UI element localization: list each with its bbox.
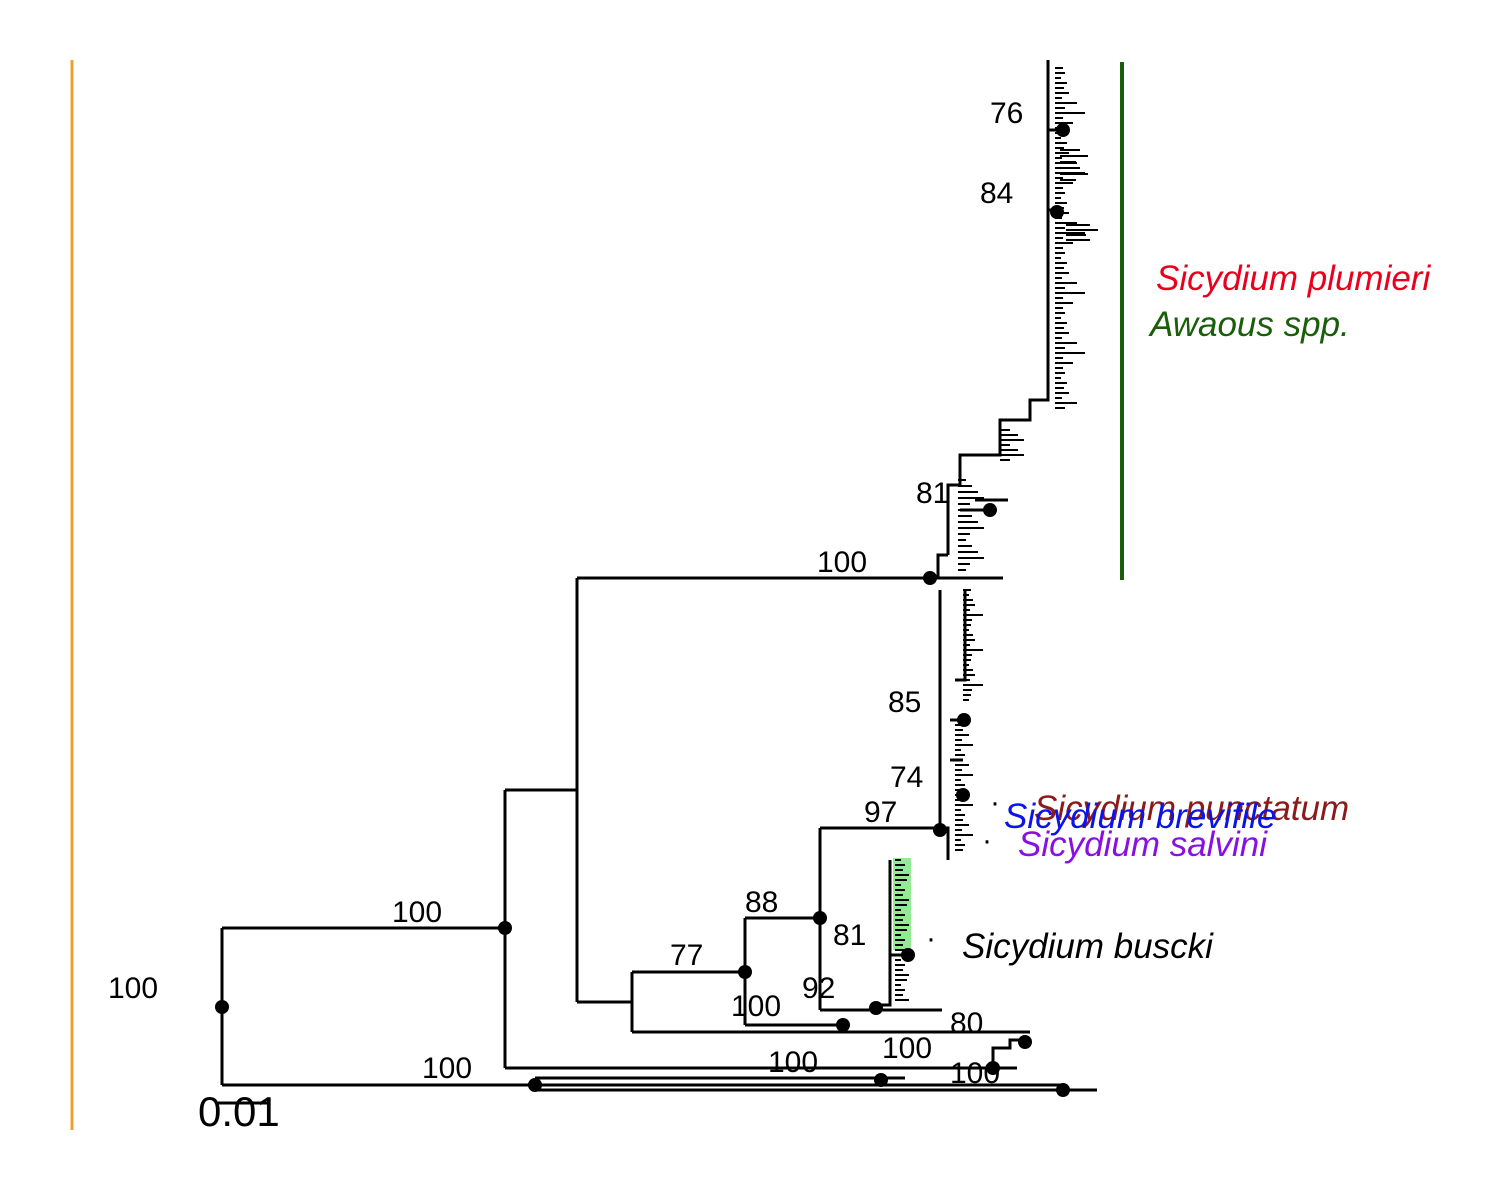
bootstrap-n11: 100	[768, 1046, 818, 1079]
node-dot-n11	[874, 1073, 888, 1087]
node-dot-n5	[813, 911, 827, 925]
buscki-marker-dot: ·	[926, 922, 936, 955]
bootstrap-n12: 100	[882, 1032, 932, 1065]
clade-label-plumieri: Sicydium plumieri	[1156, 259, 1431, 298]
bootstrap-n17: 84	[980, 177, 1013, 210]
bootstrap-n9: 81	[833, 919, 866, 952]
bootstrap-n2: 100	[817, 546, 867, 579]
bootstrap-n3: 100	[422, 1052, 472, 1085]
bootstrap-n13: 100	[950, 1057, 1000, 1090]
salvini-marker-dot: ·	[982, 824, 992, 857]
clade-label-brevifile: Sicydium brevifile	[1004, 797, 1276, 836]
bootstrap-n14: 85	[888, 686, 921, 719]
bootstrap-n16: 81	[916, 477, 949, 510]
bootstrap-n15: 74	[890, 761, 923, 794]
clade-labels: Sicydium plumieri Awaous spp. Sicydium p…	[926, 259, 1431, 966]
clade-label-awaous: Awaous spp.	[1148, 305, 1350, 344]
scale-bar: 0.01	[198, 1088, 280, 1135]
clade-label-buscki: Sicydium buscki	[962, 927, 1214, 966]
bootstrap-labels: 100 100 100 100 77 88 100 92 97 81 80 10…	[108, 97, 1023, 1090]
clade-label-punctatum: Sicydium punctatum	[1034, 789, 1349, 828]
scale-bar-label: 0.01	[198, 1088, 280, 1135]
node-dot-n2	[923, 571, 937, 585]
bootstrap-n6: 100	[731, 990, 781, 1023]
bootstrap-n7: 92	[802, 972, 835, 1005]
node-dots	[215, 123, 1070, 1097]
node-dot-n12	[986, 1061, 1000, 1075]
node-dot-n7	[869, 1001, 883, 1015]
bootstrap-root: 100	[108, 972, 158, 1005]
node-dot-n14	[957, 713, 971, 727]
node-dot-n8	[933, 823, 947, 837]
clade-label-salvini: Sicydium salvini	[1018, 825, 1268, 864]
node-dot-n1	[498, 921, 512, 935]
node-dot-n17	[1050, 205, 1064, 219]
tip-marks	[895, 67, 1098, 1001]
node-dot-n9	[901, 948, 915, 962]
bootstrap-n18: 76	[990, 97, 1023, 130]
bootstrap-n4: 77	[670, 939, 703, 972]
node-dot-n16	[983, 503, 997, 517]
bootstrap-n8: 97	[864, 796, 897, 829]
node-dot-n3	[528, 1078, 542, 1092]
node-dot-n6	[836, 1018, 850, 1032]
bootstrap-n5: 88	[745, 886, 778, 919]
tree-branches	[220, 60, 1097, 1092]
node-dot-n19	[1056, 1083, 1070, 1097]
bootstrap-n1: 100	[392, 896, 442, 929]
node-dot-n15	[956, 788, 970, 802]
node-dot-n13	[1018, 1035, 1032, 1049]
node-dot-root	[215, 1000, 229, 1014]
node-dot-n4	[738, 965, 752, 979]
punctatum-marker-dot: ·	[990, 786, 1000, 819]
bootstrap-n10: 80	[950, 1007, 983, 1040]
node-dot-n18	[1056, 123, 1070, 137]
